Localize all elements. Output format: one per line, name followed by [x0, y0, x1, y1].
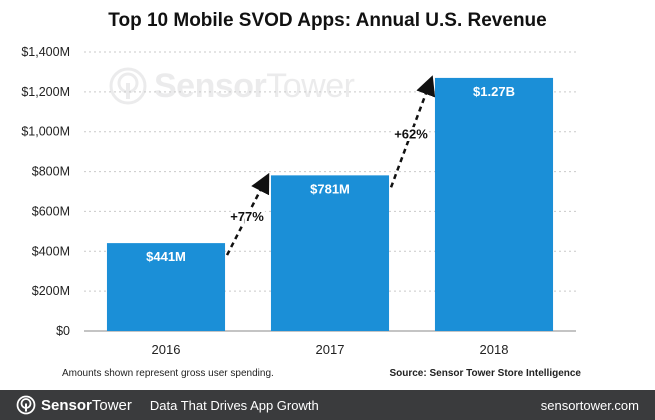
x-tick-label: 2018 [480, 342, 509, 357]
footer-url[interactable]: sensortower.com [540, 397, 639, 413]
y-tick-label: $600M [32, 204, 70, 218]
x-tick-label: 2016 [152, 342, 181, 357]
y-tick-label: $200M [32, 284, 70, 298]
y-tick-label: $800M [32, 165, 70, 179]
x-tick-label: 2017 [316, 342, 345, 357]
growth-arrow [225, 172, 270, 256]
growth-label: +77% [230, 209, 264, 224]
bar [434, 77, 554, 332]
chart-title: Top 10 Mobile SVOD Apps: Annual U.S. Rev… [108, 10, 547, 31]
sensor-tower-logo-icon [16, 395, 36, 415]
bar [106, 243, 226, 331]
footnote: Amounts shown represent gross user spend… [62, 368, 274, 379]
watermark-text: SensorTower [154, 66, 355, 105]
bar-value-label: $1.27B [473, 84, 515, 99]
footer-bar: SensorTower Data That Drives App Growth … [0, 390, 655, 420]
y-tick-label: $1,200M [21, 85, 70, 99]
watermark: SensorTower [108, 66, 355, 106]
bar [270, 175, 390, 331]
source-note: Source: Sensor Tower Store Intelligence [389, 368, 581, 379]
growth-label: +62% [394, 127, 428, 142]
growth-arrow [389, 75, 436, 188]
bar-value-label: $441M [146, 249, 186, 264]
bar-value-label: $781M [310, 181, 350, 196]
sensor-tower-logo-icon [109, 67, 147, 105]
y-tick-label: $400M [32, 244, 70, 258]
bar-chart: $0 $200M $400M $600M $800M $1,000M $1,200M $1,4… [21, 45, 576, 357]
footer-logo[interactable]: SensorTower [16, 395, 132, 415]
y-tick-label: $0 [56, 324, 70, 338]
y-tick-label: $1,000M [21, 125, 70, 139]
footer-brand: SensorTower [41, 396, 132, 414]
y-tick-label: $1,400M [21, 45, 70, 59]
footer-tagline: Data That Drives App Growth [149, 397, 319, 413]
